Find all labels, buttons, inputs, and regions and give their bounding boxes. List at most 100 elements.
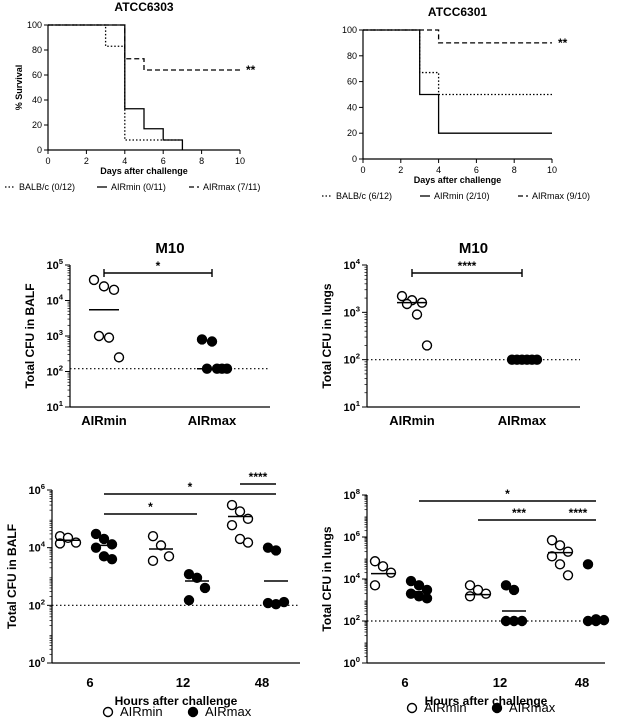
survival-1-xtick-label: 2 [398, 165, 403, 175]
scatter-4-point [70, 537, 82, 548]
scatter-5-ylabel: Total CFU in lungs [320, 526, 334, 631]
scatter-2-point [103, 332, 115, 343]
scatter-5-point [480, 588, 492, 599]
scatter-3-point [396, 290, 408, 302]
scatter-5-point [508, 615, 520, 627]
scatter-5-point [377, 561, 389, 572]
survival-0-legend-label: AIRmin (0/11) [111, 182, 166, 192]
survival-0-xtick-label: 0 [45, 156, 50, 166]
survival-1-ytick-label: 60 [347, 77, 357, 87]
survival-0-ylabel: % Survival [14, 65, 24, 111]
scatter-5-sig-label: **** [569, 506, 588, 520]
survival-0-ytick-label: 0 [37, 145, 42, 155]
scatter-5-ytick-label: 102 [343, 613, 360, 628]
scatter-5-point [562, 546, 574, 557]
scatter-4-point [191, 572, 203, 584]
scatter-2-ylabel: Total CFU in BALF [23, 283, 37, 388]
scatter-3-ytick-label: 102 [343, 352, 360, 367]
scatter-2-point [108, 284, 120, 296]
scatter-4-legend-label: AIRmin [120, 704, 163, 719]
scatter-5-legend-label: AIRmin [424, 700, 467, 715]
scatter-5-ytick-label: 108 [343, 487, 360, 502]
scatter-3-ytick-label: 101 [343, 399, 360, 414]
scatter-4-point [147, 555, 159, 567]
scatter-3-ytick-label: 103 [343, 304, 360, 319]
scatter-5-point [590, 615, 602, 627]
scatter-5-point [369, 556, 381, 567]
survival-1-xtick-label: 0 [360, 165, 365, 175]
scatter-5-point [546, 551, 558, 562]
scatter-5-point [546, 535, 558, 546]
scatter-5-point [421, 584, 433, 596]
scatter-5-ytick-label: 106 [343, 529, 360, 544]
survival-0-xtick-label: 4 [122, 156, 127, 166]
scatter-3-xtick-label: AIRmin [389, 413, 435, 428]
scatter-3-sig-label: **** [458, 259, 477, 273]
scatter-5-sig-label: *** [512, 506, 526, 520]
scatter-5-point [491, 702, 503, 714]
scatter-4-xtick-label: 6 [86, 675, 93, 690]
scatter-2-sig-label: * [156, 259, 161, 273]
survival-1-series-line [363, 29, 552, 96]
scatter-5-point [582, 559, 594, 570]
survival-0-significance: ** [246, 63, 256, 77]
scatter-3-point [401, 298, 413, 310]
scatter-4-xlabel: Hours after challenge [115, 694, 238, 708]
scatter-4-point [54, 538, 66, 549]
scatter-4-point [270, 598, 282, 610]
scatter-4-ytick-label: 106 [28, 482, 45, 497]
scatter-2-point [98, 281, 110, 292]
scatter-5-xlabel: Hours after challenge [425, 694, 548, 708]
scatter-3-ylabel: Total CFU in lungs [320, 283, 334, 388]
scatter-4-point [226, 520, 238, 531]
survival-1-significance: ** [558, 36, 568, 50]
scatter-4-point [90, 542, 102, 553]
survival-0-xlabel: Days after challenge [100, 166, 188, 176]
scatter-5-point [554, 559, 566, 570]
survival-0-ytick-label: 100 [27, 20, 42, 30]
survival-0-xtick-label: 8 [199, 156, 204, 166]
scatter-4-point [155, 540, 167, 551]
scatter-4-point [183, 595, 195, 606]
scatter-5-point [413, 580, 425, 591]
scatter-4-point [102, 706, 114, 718]
scatter-3-point [421, 340, 433, 351]
survival-0-ytick-label: 80 [32, 45, 42, 55]
scatter-5-sig-label: * [505, 487, 510, 501]
scatter-4-point [270, 545, 282, 556]
scatter-4-ytick-label: 104 [28, 540, 45, 555]
scatter-2-xtick-label: AIRmin [81, 413, 127, 428]
scatter-4-point [163, 551, 175, 562]
scatter-4-point [226, 499, 238, 511]
scatter-5-ytick-label: 104 [343, 571, 360, 586]
survival-1-series-line [363, 29, 552, 134]
scatter-4-sig-label: **** [249, 470, 268, 484]
scatter-3-title: M10 [459, 240, 488, 257]
scatter-4-point [90, 528, 102, 540]
survival-0-series-line [48, 24, 184, 150]
scatter-5-ytick-label: 100 [343, 655, 360, 670]
scatter-5-legend-label: AIRmax [509, 700, 556, 715]
scatter-5-point [369, 580, 381, 591]
survival-1-legend-label: AIRmax (9/10) [532, 191, 590, 201]
scatter-5-point [464, 591, 476, 602]
scatter-5-point [554, 540, 566, 551]
scatter-4-point [147, 530, 159, 542]
survival-0-series-line [48, 24, 183, 141]
scatter-2-ytick-label: 104 [46, 293, 63, 308]
scatter-2-ytick-label: 101 [46, 399, 63, 414]
scatter-2-xtick-label: AIRmax [188, 413, 237, 428]
survival-1-ytick-label: 100 [342, 25, 357, 35]
scatter-3-ytick-label: 104 [343, 257, 360, 272]
survival-1-legend-label: AIRmin (2/10) [434, 191, 490, 201]
scatter-3-point [411, 309, 423, 320]
scatter-2-ytick-label: 105 [46, 257, 63, 272]
survival-0-xtick-label: 6 [161, 156, 166, 166]
scatter-4-xtick-label: 12 [176, 675, 190, 690]
survival-1-xtick-label: 8 [512, 165, 517, 175]
scatter-5-point [464, 580, 476, 591]
scatter-3-xtick-label: AIRmax [498, 413, 547, 428]
survival-1-legend-label: BALB/c (6/12) [336, 191, 392, 201]
survival-0-title: ATCC6303 [114, 0, 173, 14]
